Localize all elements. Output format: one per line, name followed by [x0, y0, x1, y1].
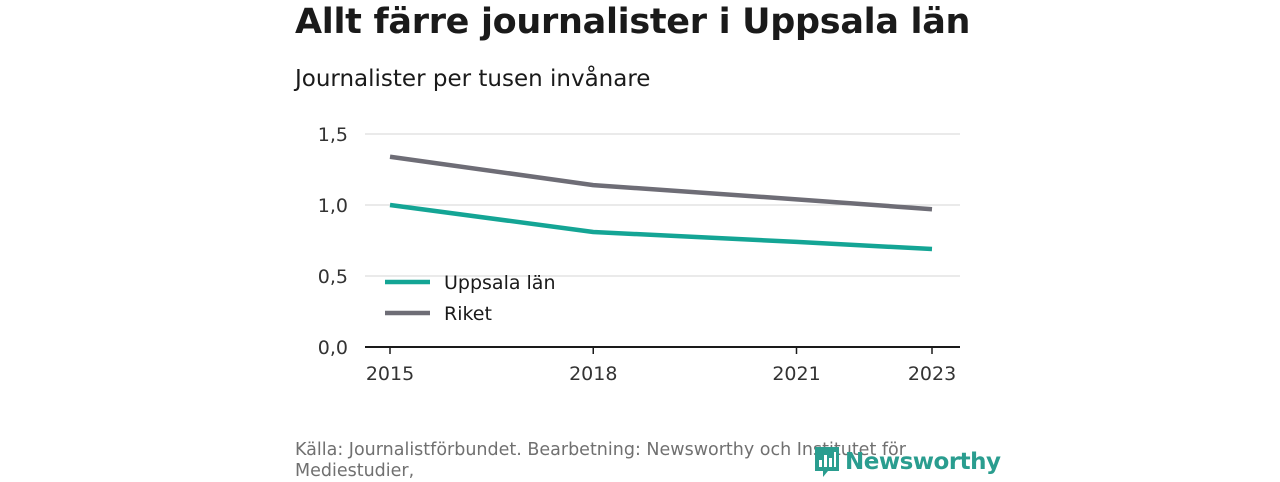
series-line	[390, 205, 932, 249]
logo-text: Newsworthy	[845, 449, 1001, 475]
x-axis: 2015 2018 2021 2023	[365, 347, 960, 385]
x-tick-label: 2018	[569, 363, 617, 385]
legend-label: Riket	[444, 303, 492, 325]
series-lines	[390, 157, 932, 249]
y-tick-label: 0,0	[318, 337, 348, 359]
y-tick-label: 0,5	[318, 266, 348, 288]
legend: Uppsala län Riket	[385, 272, 556, 325]
x-tick-label: 2015	[366, 363, 414, 385]
legend-label: Uppsala län	[444, 272, 556, 294]
y-tick-label: 1,0	[318, 195, 348, 217]
x-tick-label: 2023	[908, 363, 956, 385]
y-tick-label: 1,5	[318, 124, 348, 146]
newsworthy-logo: Newsworthy	[813, 445, 1001, 479]
series-line	[390, 157, 932, 210]
y-axis-ticks: 0,0 0,5 1,0 1,5	[318, 124, 348, 359]
x-tick-label: 2021	[772, 363, 820, 385]
newsworthy-chart-icon	[813, 445, 841, 479]
